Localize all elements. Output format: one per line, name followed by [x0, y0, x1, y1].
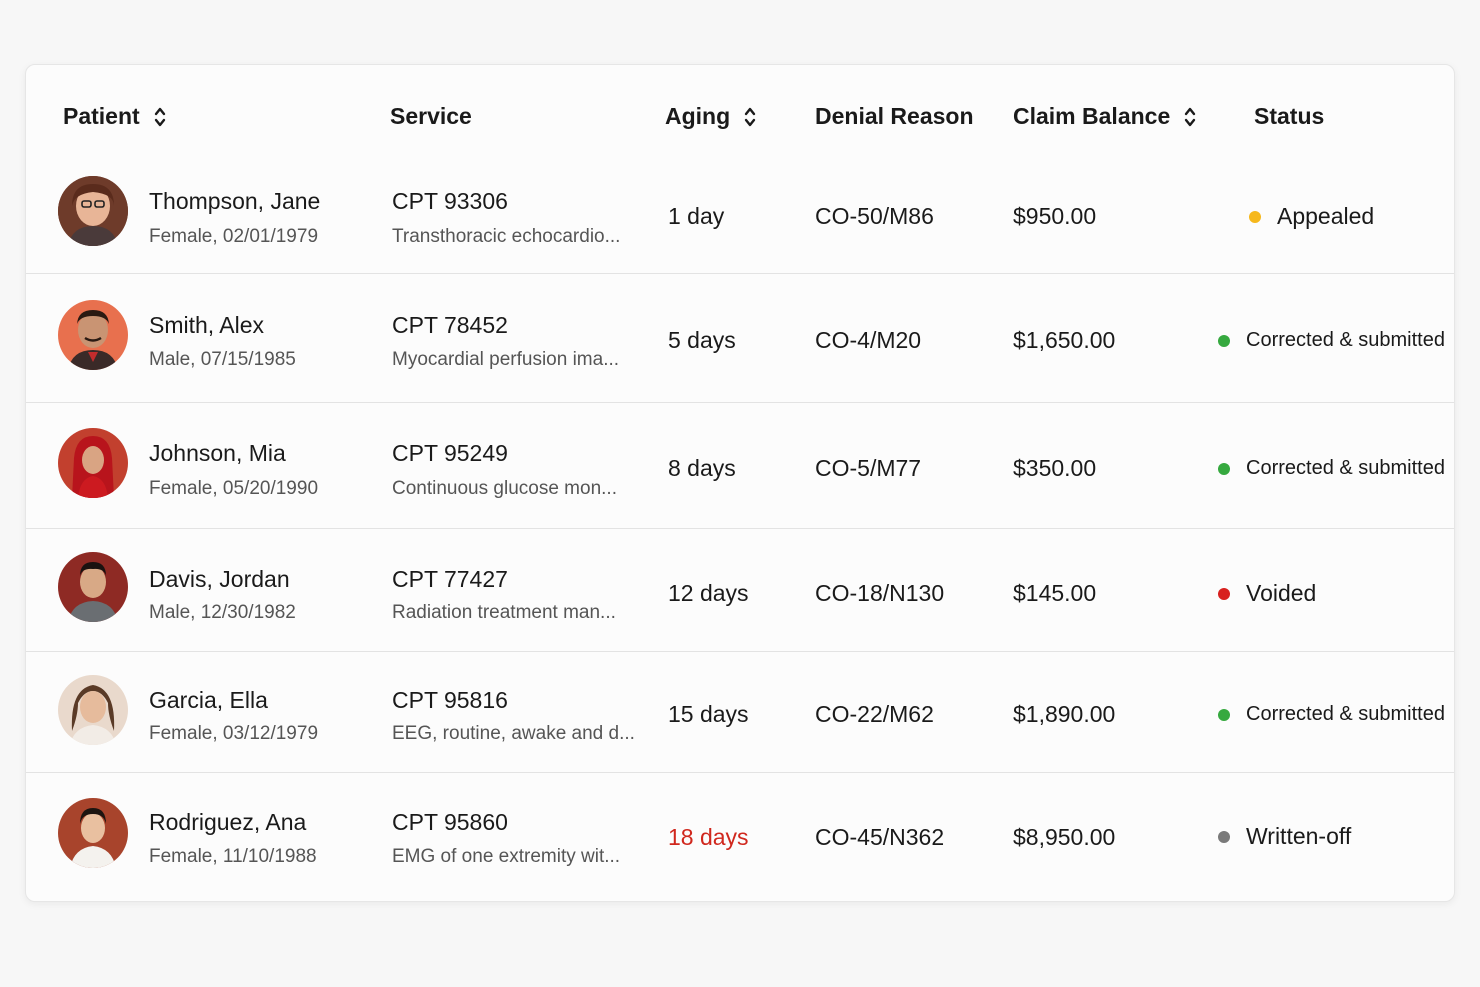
- service-description: EEG, routine, awake and d...: [392, 723, 635, 744]
- status-dot-icon: [1249, 210, 1261, 223]
- denial-reason: CO-22/M62: [815, 701, 934, 727]
- patient-name: Davis, Jordan: [149, 566, 290, 592]
- service-description: Myocardial perfusion ima...: [392, 349, 620, 370]
- status-dot-icon: [1218, 587, 1230, 600]
- avatar: [58, 675, 128, 745]
- service-description: Transthoracic echocardio...: [392, 226, 621, 247]
- avatar-photo-icon: [58, 176, 128, 246]
- avatar-photo-icon: [58, 428, 128, 498]
- service-description: Radiation treatment man...: [392, 602, 616, 623]
- patient-demographics: Female, 02/01/1979: [149, 226, 319, 247]
- table-row[interactable]: Davis, Jordan Male, 12/30/1982 CPT 77427…: [26, 528, 1454, 651]
- denial-reason: CO-18/N130: [815, 580, 945, 606]
- sort-icon[interactable]: [1184, 106, 1196, 128]
- status-badge: Corrected & submitted: [1218, 703, 1445, 726]
- status-dot-icon: [1218, 334, 1230, 347]
- sort-icon[interactable]: [154, 106, 166, 128]
- service-cpt: CPT 77427: [392, 566, 508, 592]
- service-description: EMG of one extremity wit...: [392, 846, 621, 867]
- denial-reason: CO-50/M86: [815, 203, 934, 229]
- column-header-service: Service: [390, 103, 472, 129]
- table-row[interactable]: Rodriguez, Ana Female, 11/10/1988 CPT 95…: [26, 772, 1454, 901]
- status-dot-icon: [1218, 462, 1230, 475]
- status-badge: Corrected & submitted: [1218, 457, 1445, 480]
- patient-name: Rodriguez, Ana: [149, 809, 307, 835]
- claim-balance: $145.00: [1013, 580, 1097, 606]
- column-header-patient[interactable]: Patient: [63, 103, 166, 130]
- table-row[interactable]: Garcia, Ella Female, 03/12/1979 CPT 9581…: [26, 651, 1454, 772]
- patient-name: Smith, Alex: [149, 312, 265, 338]
- status-dot-icon: [1218, 830, 1230, 843]
- column-header-aging[interactable]: Aging: [665, 103, 756, 130]
- patient-demographics: Female, 05/20/1990: [149, 478, 319, 499]
- status-badge: Written-off: [1218, 823, 1351, 850]
- avatar: [58, 798, 128, 868]
- service-description: Continuous glucose mon...: [392, 478, 617, 499]
- column-header-denial-reason: Denial Reason: [815, 103, 974, 129]
- table-row[interactable]: Smith, Alex Male, 07/15/1985 CPT 78452 M…: [26, 273, 1454, 402]
- aging-value: 15 days: [668, 701, 749, 727]
- claims-table: Patient Service Aging Denial Reason Clai…: [25, 64, 1455, 902]
- status-badge: Voided: [1218, 580, 1316, 607]
- patient-name: Garcia, Ella: [149, 687, 268, 713]
- claim-balance: $1,890.00: [1013, 701, 1116, 727]
- avatar: [58, 176, 128, 246]
- status-badge: Corrected & submitted: [1218, 329, 1445, 352]
- denial-reason: CO-4/M20: [815, 327, 922, 353]
- avatar: [58, 552, 128, 622]
- patient-name: Thompson, Jane: [149, 188, 321, 214]
- avatar: [58, 300, 128, 370]
- patient-demographics: Female, 11/10/1988: [149, 846, 317, 867]
- claim-balance: $1,650.00: [1013, 327, 1116, 353]
- table-row[interactable]: Johnson, Mia Female, 05/20/1990 CPT 9524…: [26, 402, 1454, 528]
- avatar-photo-icon: [58, 798, 128, 868]
- avatar-photo-icon: [58, 675, 128, 745]
- service-cpt: CPT 78452: [392, 312, 508, 338]
- avatar: [58, 428, 128, 498]
- aging-value: 1 day: [668, 203, 725, 229]
- claim-balance: $8,950.00: [1013, 824, 1116, 850]
- claim-balance: $350.00: [1013, 455, 1097, 481]
- denial-reason: CO-5/M77: [815, 455, 922, 481]
- aging-value: 12 days: [668, 580, 749, 606]
- patient-demographics: Male, 07/15/1985: [149, 349, 296, 370]
- claim-balance: $950.00: [1013, 203, 1097, 229]
- status-dot-icon: [1218, 708, 1230, 721]
- patient-demographics: Female, 03/12/1979: [149, 723, 319, 744]
- denial-reason: CO-45/N362: [815, 824, 945, 850]
- sort-icon[interactable]: [744, 106, 756, 128]
- avatar-photo-icon: [58, 300, 128, 370]
- aging-value: 5 days: [668, 327, 736, 353]
- avatar-photo-icon: [58, 552, 128, 622]
- service-cpt: CPT 95860: [392, 809, 508, 835]
- status-badge: Appealed: [1249, 203, 1374, 230]
- column-header-claim-balance[interactable]: Claim Balance: [1013, 103, 1196, 130]
- aging-value-overdue: 18 days: [668, 824, 749, 850]
- service-cpt: CPT 93306: [392, 188, 508, 214]
- column-header-status: Status: [1254, 103, 1325, 129]
- table-row[interactable]: Thompson, Jane Female, 02/01/1979 CPT 93…: [26, 169, 1454, 273]
- service-cpt: CPT 95816: [392, 687, 508, 713]
- table-header: Patient Service Aging Denial Reason Clai…: [26, 65, 1454, 169]
- aging-value: 8 days: [668, 455, 736, 481]
- patient-name: Johnson, Mia: [149, 440, 286, 466]
- patient-demographics: Male, 12/30/1982: [149, 602, 296, 623]
- service-cpt: CPT 95249: [392, 440, 508, 466]
